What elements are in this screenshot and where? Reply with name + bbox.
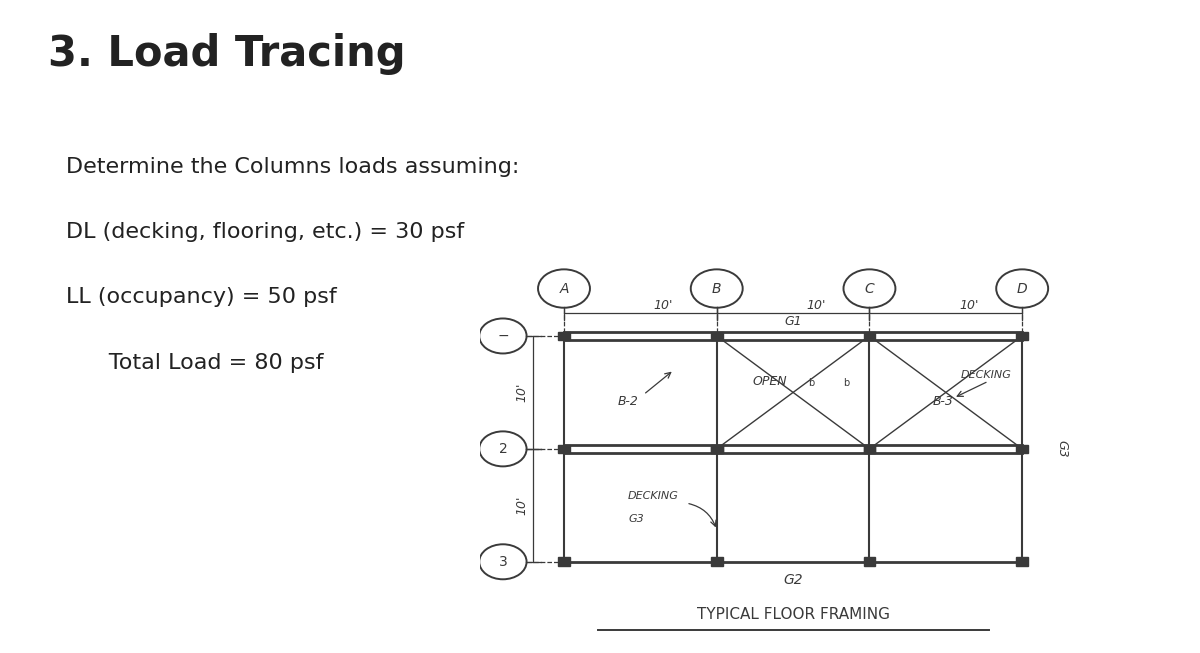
Text: b: b (844, 378, 850, 389)
Text: C: C (864, 281, 875, 296)
Text: 2: 2 (498, 442, 508, 456)
Bar (1016, 558, 1028, 566)
Bar (558, 558, 570, 566)
Bar (864, 332, 875, 340)
Bar (710, 332, 722, 340)
Text: LL (occupancy) = 50 psf: LL (occupancy) = 50 psf (66, 287, 337, 308)
Text: B: B (712, 281, 721, 296)
Text: −: − (497, 329, 509, 343)
Bar (558, 332, 570, 340)
Text: G3: G3 (628, 514, 644, 524)
Text: 10': 10' (516, 383, 529, 402)
Text: G3: G3 (1056, 440, 1069, 458)
Text: A: A (559, 281, 569, 296)
Text: G2: G2 (784, 573, 803, 587)
Text: DECKING: DECKING (628, 491, 679, 502)
Text: 10': 10' (806, 299, 826, 312)
Text: OPEN: OPEN (752, 375, 787, 388)
Bar (864, 445, 875, 453)
Text: Determine the Columns loads assuming:: Determine the Columns loads assuming: (66, 157, 520, 177)
Bar (710, 445, 722, 453)
Text: 3. Load Tracing: 3. Load Tracing (48, 33, 406, 74)
Bar (1016, 445, 1028, 453)
Text: 10': 10' (516, 496, 529, 515)
Text: B-2: B-2 (618, 395, 638, 408)
Bar (1016, 332, 1028, 340)
Bar (864, 558, 875, 566)
Text: DECKING: DECKING (961, 370, 1012, 381)
Text: 10': 10' (959, 299, 978, 312)
Text: b: b (809, 378, 815, 389)
Text: 3: 3 (498, 555, 508, 569)
Text: G1: G1 (785, 315, 802, 328)
Text: Total Load = 80 psf: Total Load = 80 psf (66, 353, 324, 373)
Text: 10': 10' (654, 299, 673, 312)
Text: TYPICAL FLOOR FRAMING: TYPICAL FLOOR FRAMING (696, 607, 889, 622)
Text: DL (decking, flooring, etc.) = 30 psf: DL (decking, flooring, etc.) = 30 psf (66, 222, 464, 242)
Text: B-3: B-3 (932, 395, 953, 408)
Bar (710, 445, 722, 453)
Text: D: D (1016, 281, 1027, 296)
Bar (864, 445, 875, 453)
Bar (710, 558, 722, 566)
Bar (558, 445, 570, 453)
